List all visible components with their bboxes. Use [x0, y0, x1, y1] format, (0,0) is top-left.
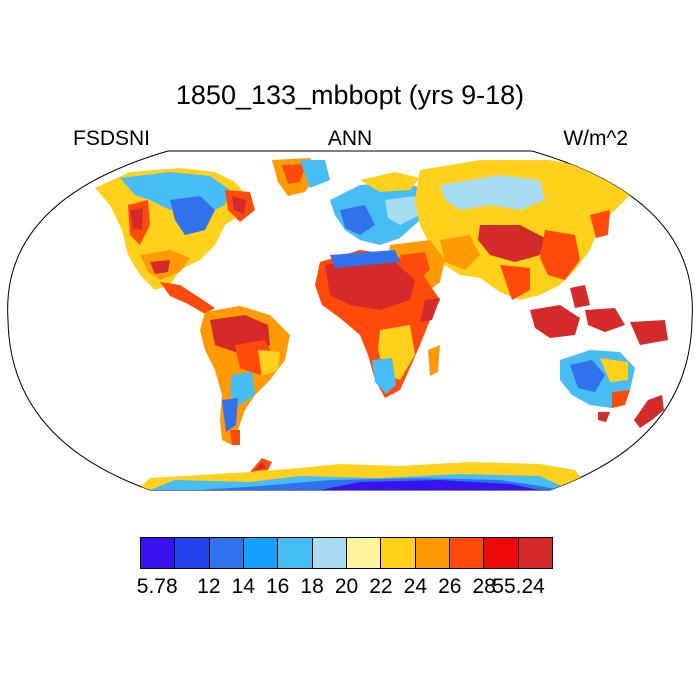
- colorbar: [140, 537, 553, 569]
- colorbar-box: [381, 538, 416, 568]
- variable-label: FSDSNI: [73, 127, 151, 150]
- colorbar-box: [243, 538, 279, 568]
- colorbar-box: [449, 538, 485, 568]
- colorbar-tick-label: 28: [472, 575, 496, 598]
- asia-region: [415, 160, 640, 300]
- colorbar-box: [312, 538, 347, 568]
- north-america-region: [95, 168, 255, 290]
- colorbar-box: [346, 538, 382, 568]
- colorbar-tick-label: 55.24: [492, 575, 545, 598]
- colorbar-box: [209, 538, 244, 568]
- colorbar-tick-label: 14: [231, 575, 255, 598]
- central-america-region: [160, 282, 215, 314]
- new-zealand-region: [634, 395, 664, 428]
- colorbar-box: [175, 538, 210, 568]
- map-title: 1850_133_mbbopt (yrs 9-18): [175, 80, 525, 110]
- africa-region: [315, 250, 440, 398]
- colorbar-box: [518, 538, 552, 568]
- colorbar-box: [141, 538, 176, 568]
- australia-region: [560, 350, 635, 422]
- south-america-region: [200, 306, 290, 445]
- colorbar-tick-label: 18: [300, 575, 324, 598]
- antarctica-region: [138, 458, 590, 490]
- colorbar-tick-label: 20: [334, 575, 359, 598]
- colorbar-tick-label: 26: [438, 575, 462, 598]
- colorbar-box: [415, 538, 450, 568]
- colorbar-box: [484, 538, 519, 568]
- season-label: ANN: [327, 127, 373, 150]
- colorbar-tick-label: 5.78: [136, 575, 178, 598]
- maritime-continent-region: [530, 285, 668, 345]
- colorbar-tick-label: 24: [403, 575, 428, 598]
- colorbar-tick-label: 12: [197, 575, 221, 598]
- colorbar-box: [278, 538, 313, 568]
- colorbar-tick-label: 22: [369, 575, 393, 598]
- units-label: W/m^2: [563, 127, 628, 150]
- colorbar-tick-label: 16: [265, 575, 290, 598]
- europe-region: [300, 160, 440, 245]
